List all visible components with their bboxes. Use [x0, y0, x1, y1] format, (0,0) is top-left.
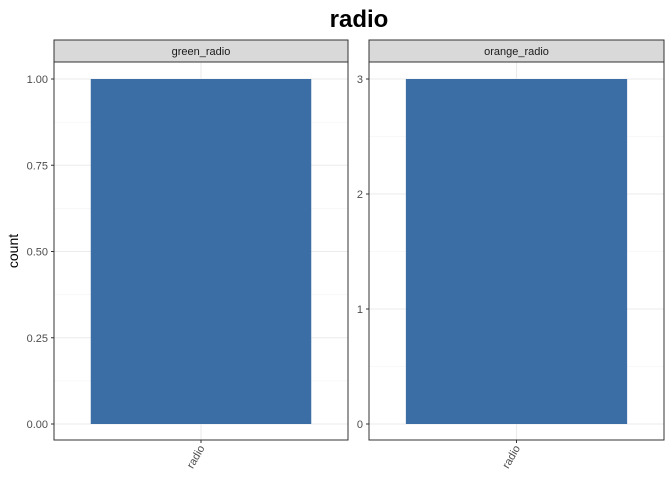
y-tick-label: 0.50: [27, 247, 48, 259]
facet-panel-green_radio: green_radio 0.00 0.25 0.50 0.75 1.00 radio: [27, 39, 349, 471]
y-tick-label: 0.75: [27, 160, 48, 172]
facet-strip-label: orange_radio: [484, 46, 549, 58]
y-axis-title: count: [5, 234, 21, 268]
x-tick-label: radio: [500, 444, 523, 471]
facet-panels: green_radio0.000.250.500.751.00radiooran…: [27, 39, 665, 471]
y-tick-label: 1.00: [27, 74, 48, 86]
x-tick-label: radio: [185, 444, 208, 471]
bar-green_radio-radio: [90, 79, 312, 424]
chart-title: radio: [330, 6, 389, 33]
y-tick-label: 3: [357, 74, 363, 86]
facet-strip: [53, 39, 349, 63]
facet-strip-label: green_radio: [172, 46, 231, 58]
facet-panel-orange_radio: orange_radio 0 1 2 3 radio: [357, 39, 665, 471]
y-tick-label: 0.00: [27, 419, 48, 431]
facet-strip: [368, 39, 665, 63]
y-tick-label: 1: [357, 304, 363, 316]
y-tick-label: 0.25: [27, 333, 48, 345]
y-tick-label: 0: [357, 419, 363, 431]
y-tick-label: 2: [357, 189, 363, 201]
bar-orange_radio-radio: [405, 79, 628, 424]
